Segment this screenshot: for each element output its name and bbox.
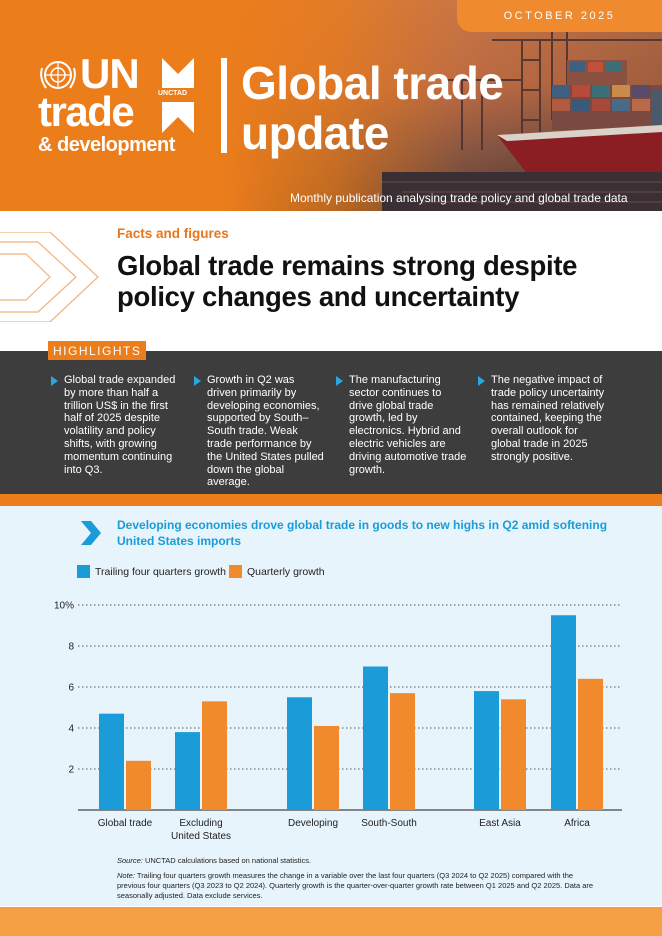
highlights-band — [0, 351, 662, 494]
source-label: Source: — [117, 856, 143, 865]
x-tick-label: South-South — [361, 818, 417, 829]
highlight-item: The manufacturing sector continues to dr… — [336, 374, 467, 476]
highlight-text: The manufacturing sector continues to dr… — [349, 374, 467, 476]
highlights-tag: HIGHLIGHTS — [48, 341, 147, 360]
header-banner: OCTOBER 2025 UN trade & development UNCT… — [0, 0, 662, 211]
legend-swatch — [77, 565, 90, 578]
title-line-2: update — [241, 107, 389, 159]
issue-date: OCTOBER 2025 — [457, 0, 662, 32]
unctad-mark-icon — [162, 58, 194, 133]
legend-item-quarterly: Quarterly growth — [229, 565, 325, 578]
highlight-text: Growth in Q2 was driven primarily by dev… — [207, 374, 324, 489]
y-tick-label: 8 — [68, 642, 74, 653]
legend-label: Quarterly growth — [247, 566, 325, 578]
x-tick-label: East Asia — [479, 818, 521, 829]
source-text: UNCTAD calculations based on national st… — [142, 856, 312, 865]
publication-title: Global trade update — [241, 57, 504, 159]
chart-source: Source: UNCTAD calculations based on nat… — [117, 856, 311, 865]
footer-band — [0, 907, 662, 936]
logo-un-text: UN — [80, 50, 140, 97]
y-tick-label: 4 — [68, 724, 74, 735]
bar-quarterly — [501, 699, 526, 810]
x-tick-label: Developing — [288, 818, 338, 829]
bar-quarterly — [314, 725, 339, 810]
chart-title: Developing economies drove global trade … — [117, 518, 608, 548]
legend-item-trailing: Trailing four quarters growth — [77, 565, 226, 578]
publication-subtitle: Monthly publication analysing trade poli… — [290, 191, 628, 205]
highlight-text: Global trade expanded by more than half … — [64, 374, 176, 476]
title-line-1: Global trade — [241, 57, 504, 109]
y-tick-label: 2 — [68, 765, 74, 776]
bar-trailing — [99, 713, 124, 810]
x-tick-label: Excluding — [179, 818, 222, 829]
bar-trailing — [363, 666, 388, 810]
headline: Global trade remains strong despite poli… — [117, 250, 578, 312]
chart-note: Note: Trailing four quarters growth meas… — [117, 871, 597, 901]
bullet-triangle-icon — [194, 376, 201, 386]
bar-trailing — [175, 732, 200, 810]
x-tick-label: Global trade — [98, 818, 153, 829]
highlight-item: Global trade expanded by more than half … — [51, 374, 182, 476]
y-tick-label: 6 — [68, 683, 74, 694]
bar-quarterly — [578, 678, 603, 810]
un-emblem-icon — [40, 61, 76, 89]
logo-development-text: & development — [38, 134, 175, 156]
y-tick-label: 10% — [54, 601, 74, 612]
logo-trade-text: trade — [38, 88, 135, 135]
bar-trailing — [474, 691, 499, 810]
chevron-decoration-icon — [0, 232, 99, 322]
bar-quarterly — [390, 693, 415, 810]
bar-chart: 2 4 6 8 10% Global trade Excluding United State… — [54, 601, 622, 842]
bullet-triangle-icon — [478, 376, 485, 386]
legend-label: Trailing four quarters growth — [95, 566, 226, 578]
note-text: Trailing four quarters growth measures t… — [117, 871, 594, 900]
logo-unctad-text: UNCTAD — [157, 90, 189, 97]
x-tick-label: Africa — [564, 818, 590, 829]
header-divider — [221, 58, 227, 153]
port-scene-illustration — [382, 0, 662, 211]
x-tick-label: United States — [171, 831, 231, 842]
highlight-item: The negative impact of trade policy unce… — [478, 374, 609, 464]
highlight-text: The negative impact of trade policy unce… — [491, 374, 605, 463]
bar-trailing — [287, 697, 312, 810]
bullet-triangle-icon — [336, 376, 343, 386]
section-label: Facts and figures — [117, 226, 229, 241]
orange-strip — [0, 494, 662, 506]
legend-swatch — [229, 565, 242, 578]
highlight-item: Growth in Q2 was driven primarily by dev… — [194, 374, 325, 489]
note-label: Note: — [117, 871, 135, 880]
bullet-triangle-icon — [51, 376, 58, 386]
chevron-right-icon — [81, 521, 101, 545]
bar-quarterly — [202, 701, 227, 810]
bar-trailing — [551, 615, 576, 810]
bar-quarterly — [126, 760, 151, 810]
